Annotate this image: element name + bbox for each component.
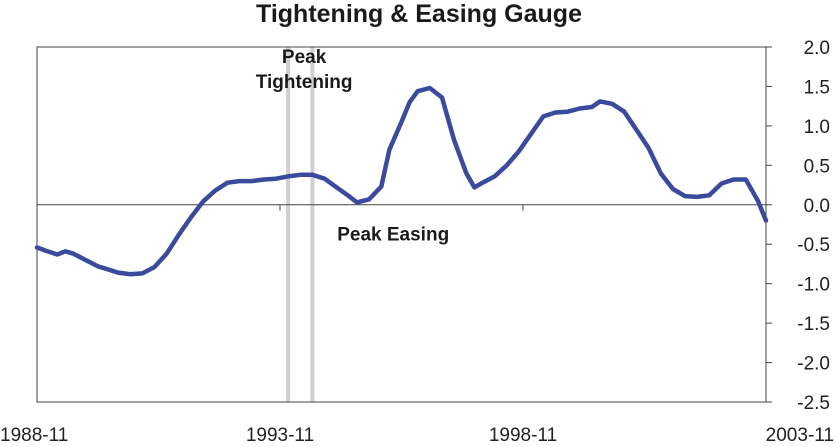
annotations: Peak Tightening Peak Easing xyxy=(256,47,449,245)
x-tick-label: 2003-11 xyxy=(766,425,834,446)
y-tick-label: 1.5 xyxy=(804,77,830,98)
y-tick-label: 2.0 xyxy=(804,38,830,59)
annotation: Tightening xyxy=(256,72,353,93)
chart-title: Tightening & Easing Gauge xyxy=(256,0,582,28)
tightening-markers xyxy=(286,47,315,402)
series-line xyxy=(34,85,769,277)
x-tick-label: 1998-11 xyxy=(489,425,557,446)
y-tick-label: 0.0 xyxy=(804,196,830,217)
plot-frame xyxy=(36,46,767,403)
y-axis: 2.0 1.5 1.0 0.5 0.0 -0.5 -1.0 -1.5 -2.0 -2.5 xyxy=(766,38,830,414)
y-tick-label: -1.5 xyxy=(797,314,830,335)
annotation: Peak xyxy=(282,47,327,68)
y-tick-label: 0.5 xyxy=(804,156,830,177)
x-tick-label: 1988-11 xyxy=(0,425,68,446)
y-tick-label: -2.0 xyxy=(797,354,830,375)
y-tick-label: -1.0 xyxy=(797,275,830,296)
y-tick-label: -0.5 xyxy=(797,235,830,256)
annotation: Peak Easing xyxy=(337,224,449,245)
x-tick-label: 1993-11 xyxy=(246,425,314,446)
y-tick-label: 1.0 xyxy=(804,117,830,138)
y-tick-label: -2.5 xyxy=(797,393,830,414)
x-axis: 1988-11 1993-11 1998-11 2003-11 xyxy=(0,204,834,446)
